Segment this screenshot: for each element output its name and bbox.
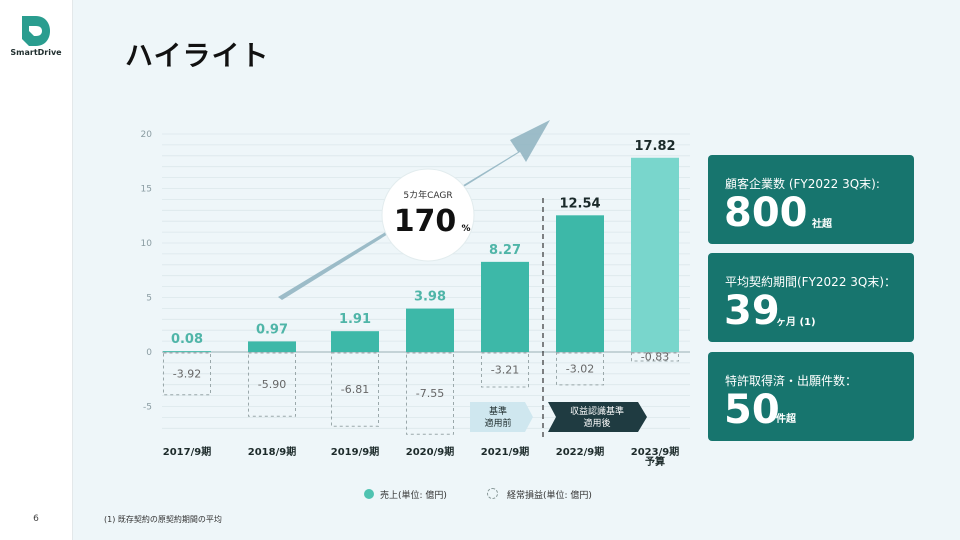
stat-value: 50 (724, 387, 780, 433)
legend-label: 売上(単位: 億円) (380, 491, 447, 501)
category-label: 2022/9期 (556, 445, 604, 458)
badge-after-text: 収益認識基準 (570, 405, 624, 417)
category-label: 2023/9期 (631, 445, 679, 458)
revenue-bar (631, 157, 679, 352)
revenue-value-label: 8.27 (489, 243, 521, 258)
revenue-bar (163, 351, 211, 352)
category-label: 2018/9期 (248, 445, 296, 458)
category-label: 予算 (645, 455, 665, 468)
y-tick-label: -5 (143, 403, 152, 413)
revenue-value-label: 0.97 (256, 322, 288, 337)
category-label: 2017/9期 (163, 445, 211, 458)
y-tick-label: 5 (146, 294, 152, 304)
stat-label: 顧客企業数 (FY2022 3Q末): (725, 177, 880, 191)
profit-bar (556, 352, 604, 386)
cagr-bubble (381, 168, 475, 262)
stat-unit: 社超 (812, 219, 832, 230)
stat-value: 39 (724, 288, 780, 334)
cagr-unit: % (461, 224, 470, 234)
profit-bar (248, 352, 296, 417)
page-title: ハイライト (125, 39, 270, 72)
profit-value-label: -7.55 (416, 387, 444, 400)
revenue-value-label: 0.08 (171, 332, 203, 347)
profit-value-label: -6.81 (341, 383, 369, 396)
cagr-value: 170 (394, 204, 457, 239)
brand-name: SmartDrive (10, 48, 62, 57)
profit-value-label: -0.83 (641, 351, 669, 364)
stat-card-contract-period: 平均契約期間(FY2022 3Q末)： 39 ヶ月 (1) (708, 253, 914, 342)
badge-before-text: 適用前 (484, 417, 511, 429)
y-tick-label: 20 (141, 130, 153, 140)
revenue-value-label: 12.54 (559, 196, 600, 211)
category-label: 2020/9期 (406, 445, 454, 458)
stat-value: 800 (724, 190, 808, 236)
legend-swatch-profit (487, 488, 498, 499)
profit-value-label: -3.02 (566, 362, 594, 375)
stat-unit: ヶ月 (1) (776, 317, 816, 328)
profit-value-label: -3.92 (173, 367, 201, 380)
stat-unit: 件超 (776, 414, 796, 425)
stat-card-patents: 特許取得済・出願件数： 50 件超 (708, 352, 914, 441)
legend-label: 経常損益(単位: 億円) (507, 491, 592, 501)
category-label: 2019/9期 (331, 445, 379, 458)
revenue-bar (331, 331, 379, 352)
cagr-label: 5カ年CAGR (403, 189, 452, 201)
y-tick-label: 10 (141, 239, 153, 249)
revenue-value-label: 3.98 (414, 290, 446, 305)
stat-label: 平均契約期間(FY2022 3Q末)： (725, 275, 897, 289)
revenue-bar (556, 215, 604, 352)
profit-bar (481, 352, 529, 388)
badge-before-standard (470, 402, 533, 432)
y-tick-label: 0 (146, 348, 152, 358)
legend-swatch-revenue (364, 489, 374, 499)
badge-before-text: 基準 (489, 405, 507, 417)
profit-value-label: -5.90 (258, 378, 286, 391)
revenue-bar (248, 341, 296, 352)
profit-bar (631, 352, 679, 362)
badge-after-text: 適用後 (583, 417, 610, 429)
revenue-bar (406, 308, 454, 352)
revenue-bar (481, 261, 529, 352)
footnote: (1) 既存契約の原契約期間の平均 (104, 515, 222, 524)
growth-arrow (278, 120, 550, 300)
category-label: 2021/9期 (481, 445, 529, 458)
revenue-value-label: 17.82 (634, 139, 675, 154)
profit-bar (163, 352, 211, 396)
profit-value-label: -3.21 (491, 363, 519, 376)
page-number: 6 (33, 514, 39, 524)
y-tick-label: 15 (141, 185, 152, 195)
profit-bar (406, 352, 454, 435)
stat-card-customers: 顧客企業数 (FY2022 3Q末): 800 社超 (708, 155, 914, 244)
stat-label: 特許取得済・出願件数： (725, 374, 858, 388)
badge-after-standard (548, 402, 647, 432)
sidebar: SmartDrive 6 (0, 0, 73, 540)
smartdrive-logo-icon (22, 16, 50, 46)
revenue-value-label: 1.91 (339, 312, 371, 327)
